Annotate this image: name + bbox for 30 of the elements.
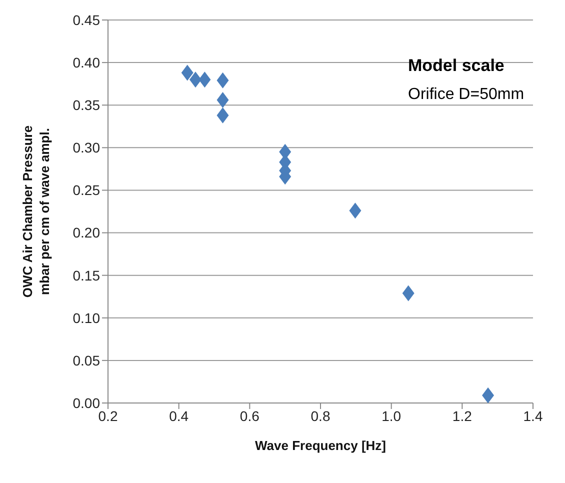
y-tick-label: 0.15 [72, 267, 100, 284]
point [216, 107, 229, 124]
point [402, 285, 414, 302]
y-tick-label: 0.30 [72, 140, 100, 156]
x-tick-label: 0.4 [169, 408, 189, 424]
y-tick-label: 0.10 [72, 310, 100, 326]
point [198, 72, 211, 88]
point [216, 72, 229, 88]
y-tick-label: 0.05 [72, 352, 100, 368]
y-tick-label: 0.00 [72, 394, 100, 411]
x-tick-label: 1.2 [452, 408, 472, 424]
x-tick-label: 0.8 [310, 408, 330, 424]
annotation: Model scale [408, 56, 504, 76]
y-tick-label: 0.40 [72, 54, 100, 71]
x-tick-label: 1.4 [523, 408, 543, 424]
point [349, 202, 362, 219]
point [216, 92, 229, 108]
x-axis-title: Wave Frequency [Hz] [255, 438, 386, 453]
x-tick-label: 0.2 [98, 408, 118, 424]
y-tick-label: 0.35 [72, 97, 100, 114]
point [181, 64, 194, 81]
x-tick-label: 1.0 [382, 408, 402, 424]
point [482, 387, 494, 403]
y-tick-label: 0.45 [72, 12, 100, 28]
x-tick-label: 0.6 [240, 408, 260, 424]
y-tick-label: 0.25 [72, 182, 100, 198]
point [189, 72, 202, 88]
y-axis-title: OWC Air Chamber Pressure mbar per cm of wave ampl. [20, 125, 52, 298]
y-tick-label: 0.20 [72, 224, 100, 241]
annotation: Orifice D=50mm [408, 86, 524, 104]
